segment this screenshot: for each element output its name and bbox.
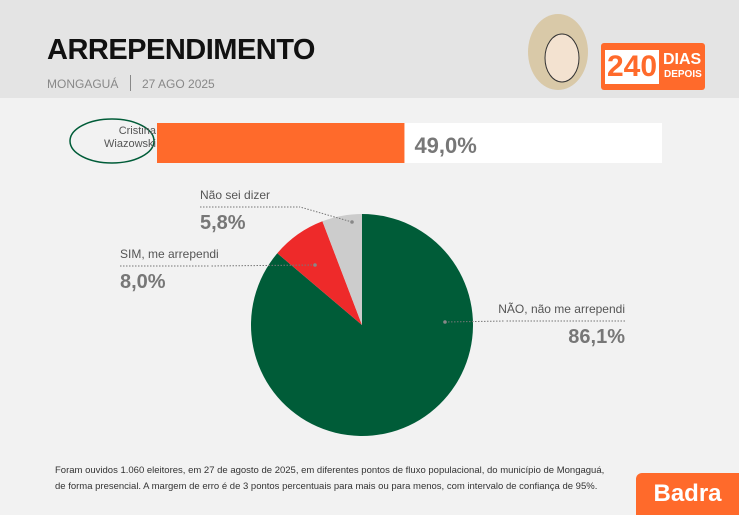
bar-value-label: 49,0% (414, 133, 476, 158)
pie-slice (277, 221, 362, 325)
highlight-circle (69, 118, 155, 164)
footnote-line: de forma presencial. A margem de erro é … (55, 481, 598, 492)
avatar (528, 14, 588, 90)
pie-category-label: Não sei dizer (200, 188, 270, 202)
pie-category-label: SIM, me arrependi (120, 247, 219, 261)
separator (130, 75, 131, 91)
bar-category: Cristina Wiazowski (104, 125, 156, 150)
badge-word: DIAS (663, 51, 702, 68)
leader-line (299, 206, 353, 223)
badge-sub: DEPOIS (664, 69, 702, 80)
footnote: Foram ouvidos 1.060 eleitores, em 27 de … (55, 463, 615, 495)
pie-value-label: 8,0% (120, 271, 166, 293)
footnote-line: Foram ouvidos 1.060 eleitores, em 27 de … (55, 465, 605, 476)
title: ARREPENDIMENTO (47, 34, 316, 66)
pie-category-label: NÃO, não me arrependi (498, 302, 625, 316)
brand: Badra (636, 473, 739, 515)
leader-dot (443, 320, 447, 324)
badge-number: 240 (605, 50, 660, 84)
date: 27 AGO 2025 (142, 77, 215, 91)
leader-dot (313, 263, 317, 267)
pie-slice (322, 214, 362, 325)
bar (157, 123, 405, 163)
pie-value-label: 86,1% (568, 326, 625, 348)
location: MONGAGUÁ (47, 77, 119, 91)
leader-dot (350, 220, 354, 224)
pie-value-label: 5,8% (200, 212, 246, 234)
leader-line (444, 320, 506, 323)
leader-line (209, 264, 316, 267)
